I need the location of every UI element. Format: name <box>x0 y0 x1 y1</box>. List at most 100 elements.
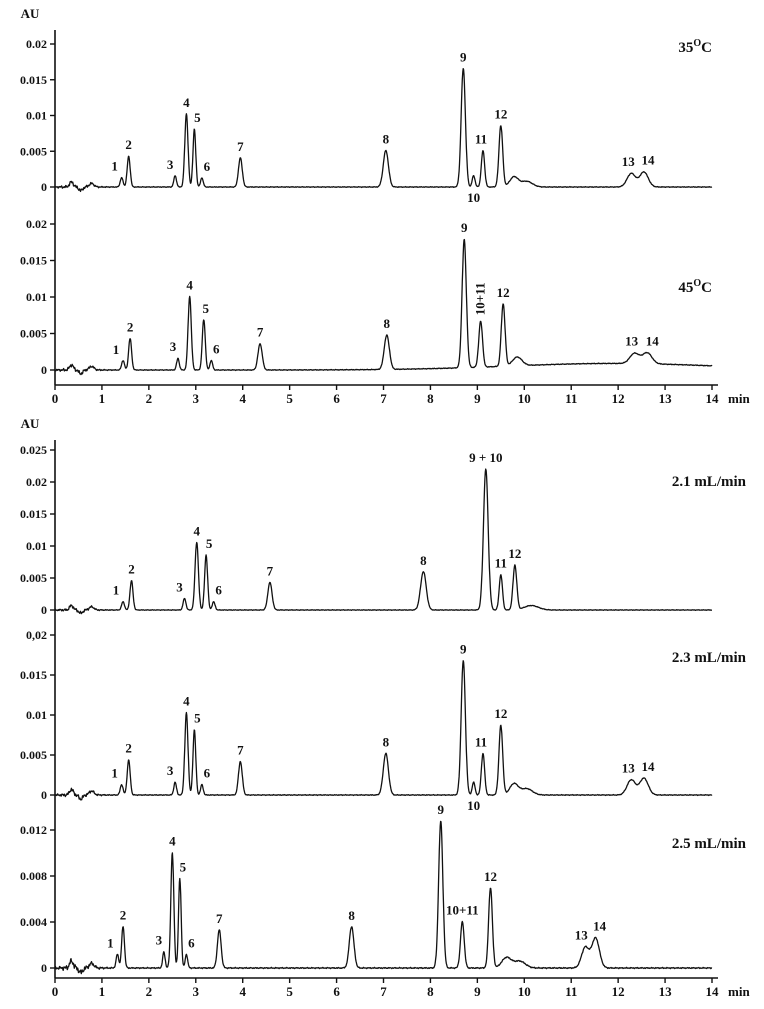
x-tick-label: 5 <box>286 391 293 406</box>
y-tick-label: 0.02 <box>26 37 47 51</box>
x-tick-label: 7 <box>380 391 387 406</box>
peak-label: 8 <box>383 734 390 749</box>
x-tick-label: 5 <box>286 984 293 999</box>
peak-label: 13 <box>575 928 589 943</box>
peak-label: 14 <box>641 153 655 168</box>
peak-label: 2 <box>120 908 127 923</box>
y-tick-label: 0 <box>41 363 47 377</box>
x-tick-label: 8 <box>427 984 434 999</box>
y-tick-label: 0.025 <box>20 443 47 457</box>
peak-label: 6 <box>188 935 195 950</box>
peak-label: 2 <box>127 320 134 335</box>
peak-label: 8 <box>384 316 391 331</box>
x-tick-label: 2 <box>146 984 153 999</box>
y-tick-label: 0.01 <box>26 109 47 123</box>
peak-label: 9 <box>460 642 467 657</box>
peak-label: 7 <box>237 743 244 758</box>
x-tick-label: 0 <box>52 391 59 406</box>
peak-label: 12 <box>484 869 497 884</box>
peak-label: 9 <box>438 802 445 817</box>
peak-label: 1 <box>111 158 118 173</box>
x-tick-label: 14 <box>706 391 720 406</box>
y-tick-label: 0.008 <box>20 869 47 883</box>
peak-label: 14 <box>646 334 660 349</box>
chromatogram-trace <box>54 820 713 975</box>
x-tick-label: 6 <box>333 391 340 406</box>
peak-label: 10+11 <box>473 283 488 316</box>
peak-label: 4 <box>183 95 190 110</box>
peak-label: 4 <box>193 523 200 538</box>
peak-label: 4 <box>183 694 190 709</box>
y-tick-label: 0 <box>41 603 47 617</box>
x-tick-label: 1 <box>99 984 106 999</box>
chromatogram-trace <box>54 67 713 193</box>
y-tick-label: 0.005 <box>20 571 47 585</box>
y-axis-label: AU <box>21 416 40 431</box>
peak-label: 4 <box>186 277 193 292</box>
y-tick-label: 0.015 <box>20 254 47 268</box>
panel-annotation: 35OC <box>678 38 712 56</box>
x-tick-label: 0 <box>52 984 59 999</box>
y-axis-label: AU <box>21 6 40 21</box>
peak-label: 7 <box>267 563 274 578</box>
peak-label: 7 <box>237 139 244 154</box>
peak-label: 8 <box>420 553 427 568</box>
x-tick-label: 9 <box>474 984 481 999</box>
peak-label: 2 <box>125 741 132 756</box>
peak-label: 3 <box>176 579 183 594</box>
y-tick-label: 0.005 <box>20 144 47 158</box>
x-tick-label: 10 <box>518 984 531 999</box>
y-tick-label: 0.01 <box>26 539 47 553</box>
peak-label: 11 <box>475 734 487 749</box>
x-tick-label: 12 <box>612 984 625 999</box>
x-tick-label: 2 <box>146 391 153 406</box>
peak-label: 6 <box>204 765 211 780</box>
y-tick-label: 0 <box>41 180 47 194</box>
peak-label: 3 <box>167 763 174 778</box>
y-tick-label: 0.005 <box>20 327 47 341</box>
y-tick-label: 0.01 <box>26 290 47 304</box>
chromatogram-trace <box>54 238 713 376</box>
panel-annotation: 45OC <box>678 278 712 296</box>
x-tick-label: 10 <box>518 391 531 406</box>
peak-label: 3 <box>170 339 177 354</box>
x-tick-label: 13 <box>659 984 673 999</box>
peak-label: 12 <box>494 107 507 122</box>
peak-label: 2 <box>128 562 135 577</box>
peak-label: 12 <box>494 706 507 721</box>
chart-group-2: 0 1 2 3 4 5 6 7 8 9 10 11 12 13 14 minAU0.0250.020.0150… <box>20 416 750 999</box>
peak-label: 2 <box>125 137 132 152</box>
y-tick-label: 0.02 <box>26 217 47 231</box>
chromatogram-trace <box>54 468 713 615</box>
x-tick-label: 3 <box>193 984 200 999</box>
peak-label: 12 <box>508 546 521 561</box>
x-axis-unit: min <box>728 391 750 406</box>
x-tick-label: 12 <box>612 391 625 406</box>
x-tick-label: 9 <box>474 391 481 406</box>
y-tick-label: 0.015 <box>20 507 47 521</box>
peak-label: 3 <box>156 933 163 948</box>
peak-label: 9 <box>460 49 467 64</box>
peak-label: 8 <box>348 908 355 923</box>
x-tick-label: 3 <box>193 391 200 406</box>
y-tick-label: 0.01 <box>26 708 47 722</box>
peak-label: 10 <box>467 798 480 813</box>
peak-label: 11 <box>495 556 507 571</box>
x-tick-label: 4 <box>239 984 246 999</box>
y-tick-label: 0.015 <box>20 668 47 682</box>
panel-annotation: 2.5 mL/min <box>672 836 747 852</box>
x-tick-label: 11 <box>565 984 577 999</box>
peak-label: 6 <box>213 341 220 356</box>
peak-label: 14 <box>593 918 607 933</box>
peak-label: 5 <box>194 711 201 726</box>
y-tick-label: 0 <box>41 788 47 802</box>
peak-label: 5 <box>203 301 210 316</box>
peak-label: 9 <box>461 220 468 235</box>
peak-label: 3 <box>167 157 174 172</box>
peak-label: 11 <box>475 132 487 147</box>
y-tick-label: 0.005 <box>20 748 47 762</box>
peak-label: 9 + 10 <box>469 450 502 465</box>
peak-label: 7 <box>216 911 223 926</box>
peak-label: 6 <box>215 583 222 598</box>
